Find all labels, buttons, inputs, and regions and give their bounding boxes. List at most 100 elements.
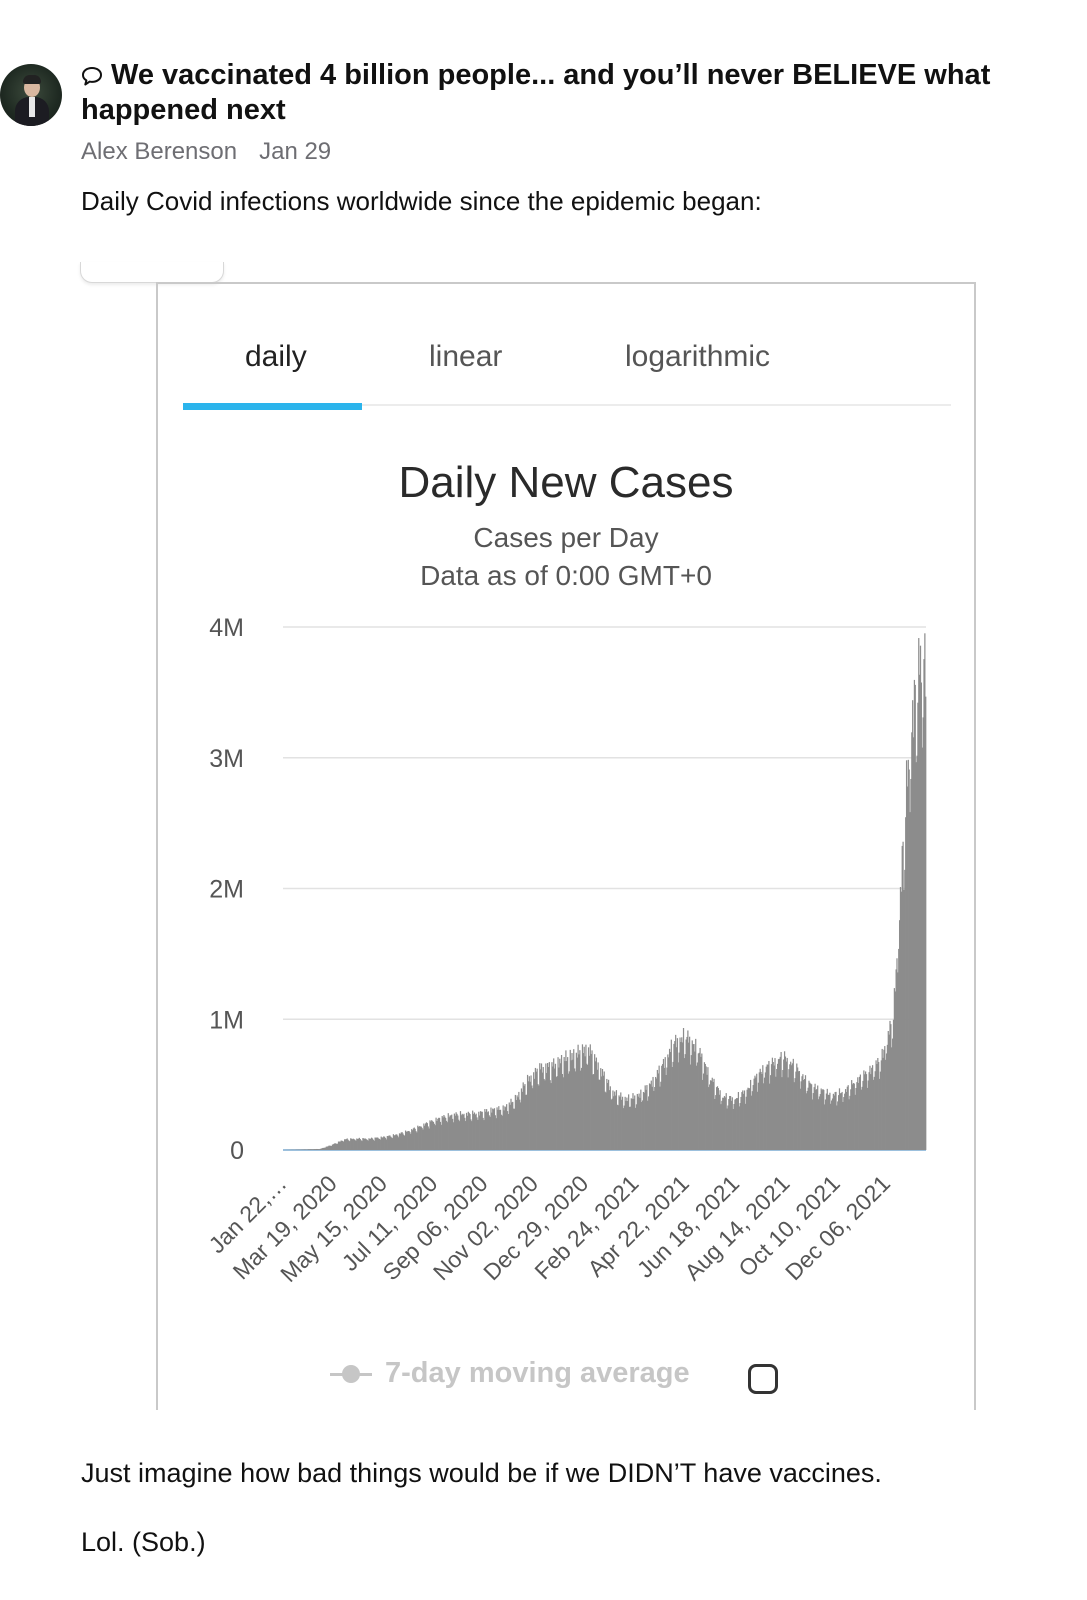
daily-cases-bar	[489, 1116, 491, 1150]
daily-cases-bar	[743, 1090, 746, 1150]
daily-cases-bar	[373, 1140, 375, 1150]
daily-cases-bar	[494, 1115, 496, 1150]
daily-cases-bar	[375, 1137, 377, 1150]
daily-cases-bar	[676, 1038, 679, 1150]
author-name[interactable]: Alex Berenson	[81, 138, 238, 165]
daily-cases-bar	[547, 1067, 550, 1150]
daily-cases-bar	[517, 1097, 519, 1150]
daily-cases-bar	[372, 1139, 374, 1150]
daily-cases-bar	[628, 1106, 631, 1150]
daily-cases-bar	[684, 1054, 686, 1150]
daily-cases-bar	[905, 817, 907, 1150]
daily-cases-bar	[794, 1078, 796, 1150]
daily-cases-bar	[743, 1093, 745, 1150]
daily-cases-bar	[716, 1086, 719, 1150]
daily-cases-bar	[518, 1091, 520, 1150]
daily-cases-bar	[624, 1096, 626, 1150]
daily-cases-bar	[820, 1088, 822, 1150]
daily-cases-bar	[324, 1147, 327, 1150]
daily-cases-bar	[768, 1060, 770, 1150]
daily-cases-bar	[803, 1080, 805, 1150]
daily-cases-bar	[615, 1090, 618, 1150]
tab-daily[interactable]: daily	[245, 340, 307, 373]
daily-cases-bar	[438, 1117, 441, 1150]
daily-cases-bar	[795, 1071, 797, 1150]
daily-cases-bar	[841, 1091, 843, 1150]
daily-cases-bar	[574, 1068, 576, 1150]
daily-cases-bar	[418, 1126, 421, 1150]
daily-cases-bar	[316, 1149, 319, 1150]
daily-cases-bar	[740, 1096, 742, 1150]
daily-cases-bar	[508, 1102, 510, 1150]
daily-cases-bar	[453, 1113, 455, 1150]
daily-cases-bar	[741, 1092, 743, 1150]
daily-cases-bar	[908, 769, 910, 1150]
daily-cases-bar	[377, 1138, 380, 1150]
daily-cases-bar	[540, 1069, 542, 1150]
daily-cases-bar	[548, 1062, 550, 1150]
moving-average-checkbox[interactable]	[748, 1364, 778, 1394]
daily-cases-bar	[853, 1083, 855, 1150]
post-title[interactable]: We vaccinated 4 billion people... and yo…	[81, 58, 1071, 128]
daily-cases-bar	[426, 1123, 428, 1150]
daily-cases-bar	[634, 1107, 637, 1150]
daily-cases-bar	[606, 1078, 608, 1150]
daily-cases-bar	[880, 1060, 882, 1150]
daily-cases-bar	[526, 1094, 528, 1150]
daily-cases-bar	[655, 1078, 658, 1150]
daily-cases-bar	[413, 1127, 415, 1150]
daily-cases-bar	[546, 1072, 548, 1150]
daily-cases-bar	[411, 1130, 414, 1150]
daily-cases-bar	[742, 1090, 744, 1150]
daily-cases-bar	[627, 1101, 629, 1150]
daily-cases-bar	[515, 1100, 517, 1150]
daily-cases-bar	[458, 1119, 460, 1150]
daily-cases-bar	[425, 1123, 427, 1150]
daily-cases-bar	[315, 1149, 317, 1150]
daily-cases-bar	[337, 1141, 340, 1150]
daily-cases-bar	[659, 1086, 661, 1150]
daily-cases-bar	[623, 1105, 625, 1150]
daily-cases-bar	[464, 1117, 466, 1150]
daily-cases-bar	[905, 760, 908, 1150]
daily-cases-bar	[871, 1067, 873, 1150]
daily-cases-bar	[790, 1061, 792, 1150]
daily-cases-bar	[717, 1088, 719, 1150]
daily-cases-bar	[511, 1102, 513, 1150]
daily-cases-bar	[789, 1064, 791, 1150]
daily-cases-bar	[828, 1094, 830, 1150]
daily-cases-bar	[571, 1053, 573, 1150]
daily-cases-bar	[895, 969, 897, 1150]
daily-cases-bar	[875, 1060, 877, 1150]
daily-cases-bar	[469, 1114, 471, 1150]
author-avatar[interactable]	[0, 64, 62, 126]
embed-drag-handle	[80, 262, 224, 283]
daily-cases-bar	[877, 1057, 879, 1150]
daily-cases-bar	[421, 1127, 423, 1150]
daily-cases-bar	[772, 1062, 774, 1150]
daily-cases-bar	[380, 1136, 382, 1150]
daily-cases-bar	[754, 1075, 756, 1150]
daily-cases-bar	[608, 1090, 611, 1150]
daily-cases-bar	[334, 1143, 336, 1150]
daily-cases-bar	[348, 1140, 350, 1150]
daily-cases-bar	[736, 1098, 739, 1150]
daily-cases-bar	[662, 1064, 664, 1150]
daily-cases-bar	[470, 1119, 472, 1150]
daily-cases-bar	[424, 1125, 426, 1150]
tab-linear[interactable]: linear	[429, 340, 503, 373]
daily-cases-bar	[747, 1087, 749, 1150]
daily-cases-bar	[910, 778, 912, 1150]
daily-cases-bar	[901, 845, 903, 1150]
tab-logarithmic[interactable]: logarithmic	[625, 340, 771, 373]
daily-cases-bar	[519, 1102, 522, 1150]
daily-cases-bar	[918, 638, 920, 1150]
daily-cases-bar	[767, 1064, 769, 1150]
daily-cases-bar	[463, 1113, 465, 1150]
daily-cases-bar	[833, 1095, 835, 1150]
daily-cases-bar	[347, 1139, 349, 1150]
daily-cases-bar	[829, 1092, 831, 1150]
daily-cases-bar	[363, 1138, 365, 1150]
daily-cases-bar	[915, 762, 917, 1150]
